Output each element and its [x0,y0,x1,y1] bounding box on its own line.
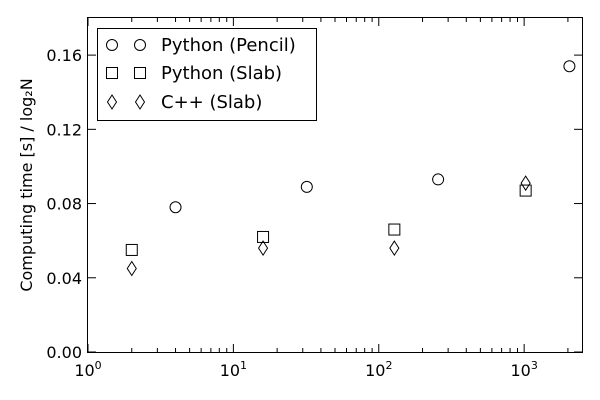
legend-square-icon [106,67,118,79]
square-marker [257,230,270,243]
legend-diamond-icon [134,94,146,110]
circle-marker [432,173,445,186]
legend-label: Python (Pencil) [161,35,296,56]
x-tick-label: 101 [220,359,247,380]
diamond-marker [257,240,269,257]
square-marker [125,243,138,256]
diamond-marker [520,175,531,192]
circle-marker [169,201,182,214]
y-tick-label: 0.08 [46,195,82,214]
diamond-marker [126,260,137,277]
y-tick-label: 0.12 [46,120,82,139]
diamond-marker [389,240,400,257]
legend-label: Python (Slab) [161,63,282,84]
data-markers [125,60,576,277]
legend-square-icon [134,67,146,79]
x-tick-label: 103 [510,359,537,380]
plot-frame [87,17,583,353]
circle-marker [300,180,313,193]
legend-diamond-icon [106,94,118,110]
legend: Python (Pencil) Python (Slab) C++ (Slab) [97,28,317,121]
square-marker [519,184,532,197]
y-tick-label: 0.16 [46,46,82,65]
legend-label: C++ (Slab) [161,92,262,113]
circle-marker [563,60,576,73]
y-axis-label: Computing time [s] / log₂N [17,78,36,291]
y-tick-label: 0.00 [46,343,82,362]
square-marker [388,223,401,236]
x-tick-label: 102 [365,359,392,380]
legend-circle-icon [134,39,146,51]
y-tick-label: 0.04 [46,269,82,288]
x-tick-label: 100 [74,359,101,380]
legend-circle-icon [106,39,118,51]
